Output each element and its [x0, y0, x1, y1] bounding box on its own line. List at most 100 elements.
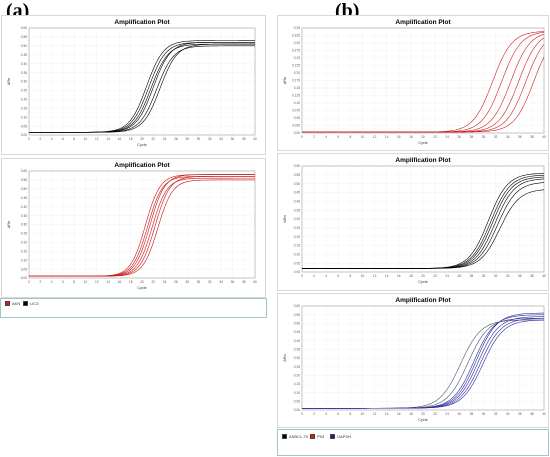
chart-frame-b-top: Amplification Plot 0.00 0.025 0.05 0.075 0.10… [277, 15, 549, 151]
x-tick-label: 10 [361, 274, 365, 278]
x-tick-label: 18 [129, 280, 133, 284]
x-tick-label: 28 [470, 412, 474, 416]
y-tick-label: 0.05 [294, 400, 300, 404]
chart-title: Amplification Plot [395, 19, 451, 26]
x-tick-label: 38 [530, 412, 534, 416]
y-tick-label: 0.30 [294, 41, 300, 45]
y-tick-label: 0.35 [294, 26, 300, 30]
x-tick-label: 32 [208, 280, 212, 284]
x-tick-label: 32 [494, 135, 498, 139]
x-tick-label: 32 [208, 137, 212, 141]
y-tick-label: 0.40 [294, 200, 300, 204]
legend-label-asbcl79: ASBCL-79 [289, 434, 308, 439]
amplification-chart-a-top: Amplification Plot 0.00 0.05 0.10 0.15 0.20 0.… [7, 19, 257, 147]
legend-swatch-lic3 [23, 301, 28, 306]
y-tick-label: 0.45 [294, 191, 300, 195]
y-tick-label: 0.20 [21, 98, 27, 102]
x-tick-label: 28 [185, 137, 189, 141]
x-tick-label: 14 [385, 412, 389, 416]
x-tick-label: 24 [163, 137, 167, 141]
x-tick-label: 8 [73, 137, 75, 141]
x-tick-label: 26 [458, 412, 462, 416]
x-tick-label: 6 [337, 135, 339, 139]
x-tick-label: 22 [433, 135, 437, 139]
x-tick-label: 12 [373, 135, 377, 139]
y-axis-label: ΔRn [7, 221, 11, 228]
x-tick-label: 30 [482, 274, 486, 278]
y-tick-label: 0.50 [294, 182, 300, 186]
x-tick-label: 22 [152, 137, 156, 141]
x-tick-label: 16 [397, 274, 401, 278]
amplification-chart-b-bottom: Amplification Plot 0.00 0.05 0.10 0.15 0.20 0.… [283, 297, 546, 422]
x-tick-label: 34 [506, 135, 510, 139]
x-tick-label: 14 [106, 137, 110, 141]
y-tick-label: 0.50 [21, 44, 27, 48]
x-tick-label: 8 [350, 412, 352, 416]
x-tick-label: 4 [51, 280, 53, 284]
x-tick-label: 6 [337, 412, 339, 416]
y-tick-label: 0.05 [294, 261, 300, 265]
x-tick-label: 22 [152, 280, 156, 284]
x-tick-label: 4 [51, 137, 53, 141]
legend-swatch-asbcl79 [282, 434, 287, 439]
x-tick-label: 40 [253, 137, 257, 141]
x-tick-label: 24 [445, 274, 449, 278]
x-tick-label: 34 [506, 274, 510, 278]
y-tick-label: 0.00 [294, 270, 300, 274]
x-tick-label: 40 [542, 412, 546, 416]
y-tick-label: 0.225 [292, 64, 300, 68]
y-tick-label: 0.30 [21, 80, 27, 84]
y-tick-label: 0.30 [294, 217, 300, 221]
y-tick-label: 0.15 [294, 244, 300, 248]
x-tick-label: 38 [242, 280, 246, 284]
y-tick-label: 0.45 [21, 53, 27, 57]
y-tick-label: 0.025 [292, 124, 300, 128]
legend-label-gapdh: GAPDH [337, 434, 352, 439]
y-tick-label: 0.25 [294, 56, 300, 60]
legend-label-akn: AKN [12, 301, 21, 306]
amplification-chart-b-top: Amplification Plot 0.00 0.025 0.05 0.075 0.10… [283, 19, 546, 145]
y-tick-label: 0.20 [21, 241, 27, 245]
x-tick-label: 40 [542, 274, 546, 278]
y-tick-label: 0.10 [294, 391, 300, 395]
chart-frame-a-bottom: Amplification Plot 0.00 0.05 0.10 0.15 0.20 0.… [1, 158, 266, 298]
legend-swatch-gapdh [330, 434, 335, 439]
y-tick-label: 0.55 [294, 173, 300, 177]
x-tick-label: 26 [174, 280, 178, 284]
y-tick-label: 0.275 [292, 49, 300, 53]
x-tick-label: 8 [73, 280, 75, 284]
x-tick-label: 24 [163, 280, 167, 284]
y-tick-label: 0.20 [294, 71, 300, 75]
y-tick-label: 0.10 [21, 258, 27, 262]
x-tick-label: 12 [95, 137, 99, 141]
y-tick-label: 0.00 [21, 276, 27, 280]
y-tick-label: 0.50 [21, 187, 27, 191]
y-tick-label: 0.40 [294, 339, 300, 343]
x-tick-label: 12 [373, 412, 377, 416]
x-tick-label: 30 [197, 280, 201, 284]
x-tick-label: 16 [118, 137, 122, 141]
x-tick-label: 24 [445, 412, 449, 416]
chart-title: Amplification Plot [114, 162, 170, 169]
x-tick-label: 16 [118, 280, 122, 284]
y-tick-label: 0.325 [292, 34, 300, 38]
x-tick-label: 14 [385, 135, 389, 139]
legend-item-asbcl79: ASBCL-79 [282, 434, 308, 439]
y-tick-label: 0.50 [294, 322, 300, 326]
y-tick-label: 0.60 [294, 164, 300, 168]
y-tick-label: 0.00 [294, 131, 300, 135]
legend-a: AKN LIC3 [0, 298, 267, 318]
legend-swatch-p53 [310, 434, 315, 439]
y-tick-label: 0.25 [294, 365, 300, 369]
x-tick-label: 32 [494, 274, 498, 278]
y-axis-label: ΔRn [283, 215, 287, 222]
x-tick-label: 0 [28, 137, 30, 141]
x-axis-label: Cycle [137, 143, 147, 147]
y-tick-label: 0.30 [294, 356, 300, 360]
x-tick-label: 2 [313, 274, 315, 278]
x-tick-label: 2 [313, 412, 315, 416]
amplification-curve [29, 179, 255, 277]
x-tick-label: 0 [28, 280, 30, 284]
y-tick-label: 0.45 [294, 330, 300, 334]
x-tick-label: 6 [337, 274, 339, 278]
